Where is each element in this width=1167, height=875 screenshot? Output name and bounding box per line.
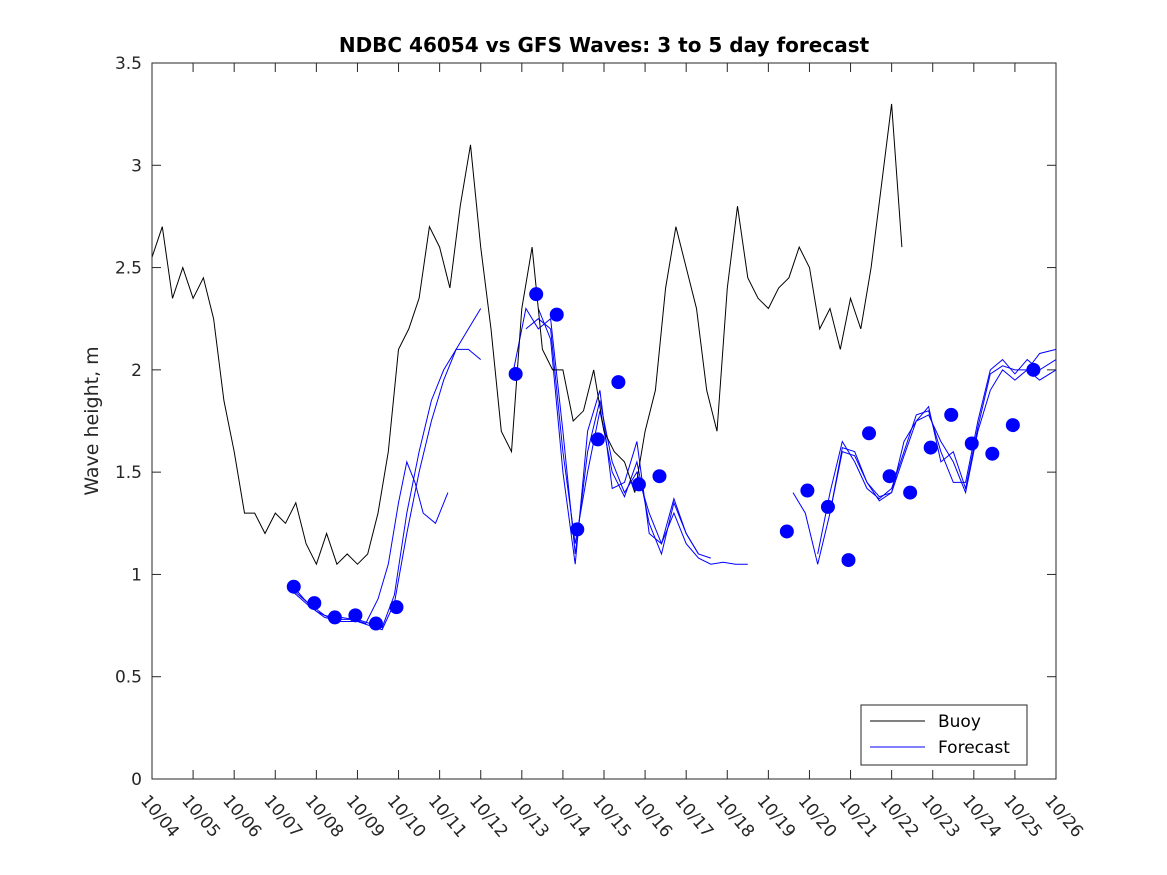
- forecast-series-line: [513, 307, 748, 565]
- x-tick-label: 10/07: [259, 791, 306, 841]
- forecast-point: [590, 432, 605, 447]
- legend-box: [860, 704, 1028, 766]
- y-tick-label: 3.5: [115, 54, 142, 74]
- x-tick-label: 10/05: [177, 791, 224, 841]
- forecast-point: [611, 375, 626, 390]
- forecast-point: [631, 477, 646, 492]
- x-tick-label: 10/12: [465, 791, 512, 841]
- forecast-point: [800, 483, 815, 498]
- forecast-series-line: [537, 308, 699, 565]
- forecast-point: [549, 307, 564, 322]
- legend-buoy-label: Buoy: [938, 712, 981, 732]
- forecast-point: [327, 610, 342, 625]
- series-layer: [151, 103, 1057, 631]
- y-tick-label: 3: [131, 156, 142, 176]
- x-tick-label: 10/26: [1040, 791, 1087, 841]
- forecast-point: [570, 522, 585, 537]
- axis-ticks: [151, 62, 1057, 780]
- forecast-point: [286, 579, 301, 594]
- x-tick-label: 10/16: [629, 791, 676, 841]
- x-tick-label: 10/10: [383, 791, 430, 841]
- forecast-series-line: [525, 318, 711, 559]
- x-tick-label: 10/15: [588, 791, 635, 841]
- forecast-point: [820, 499, 835, 514]
- x-tick-label: 10/14: [547, 791, 594, 841]
- y-tick-label: 1.5: [115, 463, 142, 483]
- y-tick-label: 0: [131, 770, 142, 790]
- forecast-point: [903, 485, 918, 500]
- forecast-point: [368, 616, 383, 631]
- plot-frame: [151, 62, 1057, 780]
- x-tick-label: 10/11: [424, 791, 471, 841]
- x-tick-labels: 10/0410/0510/0610/0710/0810/0910/1010/11…: [136, 791, 1087, 841]
- forecast-point: [529, 287, 544, 302]
- y-tick-label: 0.5: [115, 668, 142, 688]
- forecast-point: [307, 596, 322, 611]
- forecast-point: [1026, 362, 1041, 377]
- x-tick-label: 10/18: [711, 791, 758, 841]
- forecast-point: [348, 608, 363, 623]
- x-tick-label: 10/17: [670, 791, 717, 841]
- forecast-point: [779, 524, 794, 539]
- forecast-series-line: [829, 348, 1057, 514]
- y-axis-label: Wave height, m: [81, 346, 103, 495]
- chart-title: NDBC 46054 vs GFS Waves: 3 to 5 day fore…: [339, 33, 870, 57]
- x-tick-label: 10/22: [876, 791, 923, 841]
- forecast-point: [882, 469, 897, 484]
- x-tick-label: 10/08: [301, 791, 348, 841]
- y-tick-label: 1: [131, 565, 142, 585]
- y-tick-labels: 0 0.5 1 1.5 2 2.5 3 3.5: [115, 54, 142, 790]
- forecast-series-line: [291, 460, 449, 625]
- y-tick-label: 2: [131, 361, 142, 381]
- x-tick-label: 10/09: [342, 791, 389, 841]
- forecast-point: [841, 553, 856, 568]
- x-tick-label: 10/04: [136, 791, 183, 841]
- x-tick-label: 10/13: [506, 791, 553, 841]
- forecast-point: [964, 436, 979, 451]
- x-tick-label: 10/19: [753, 791, 800, 841]
- x-tick-label: 10/24: [958, 791, 1005, 841]
- x-tick-label: 10/23: [917, 791, 964, 841]
- forecast-point: [1005, 418, 1020, 433]
- x-tick-label: 10/06: [218, 791, 265, 841]
- forecast-point: [923, 440, 938, 455]
- forecast-point: [652, 469, 667, 484]
- legend-forecast-label: Forecast: [938, 738, 1010, 758]
- x-tick-label: 10/25: [999, 791, 1046, 841]
- forecast-point: [985, 446, 1000, 461]
- forecast-point: [389, 600, 404, 615]
- forecast-point: [862, 426, 877, 441]
- x-tick-label: 10/20: [794, 791, 841, 841]
- forecast-point: [508, 366, 523, 381]
- forecast-series-line: [817, 358, 1057, 555]
- buoy-series-line: [151, 103, 903, 566]
- x-tick-label: 10/21: [835, 791, 882, 841]
- legend: Buoy Forecast: [860, 704, 1028, 766]
- y-tick-label: 2.5: [115, 259, 142, 279]
- forecast-point: [944, 407, 959, 422]
